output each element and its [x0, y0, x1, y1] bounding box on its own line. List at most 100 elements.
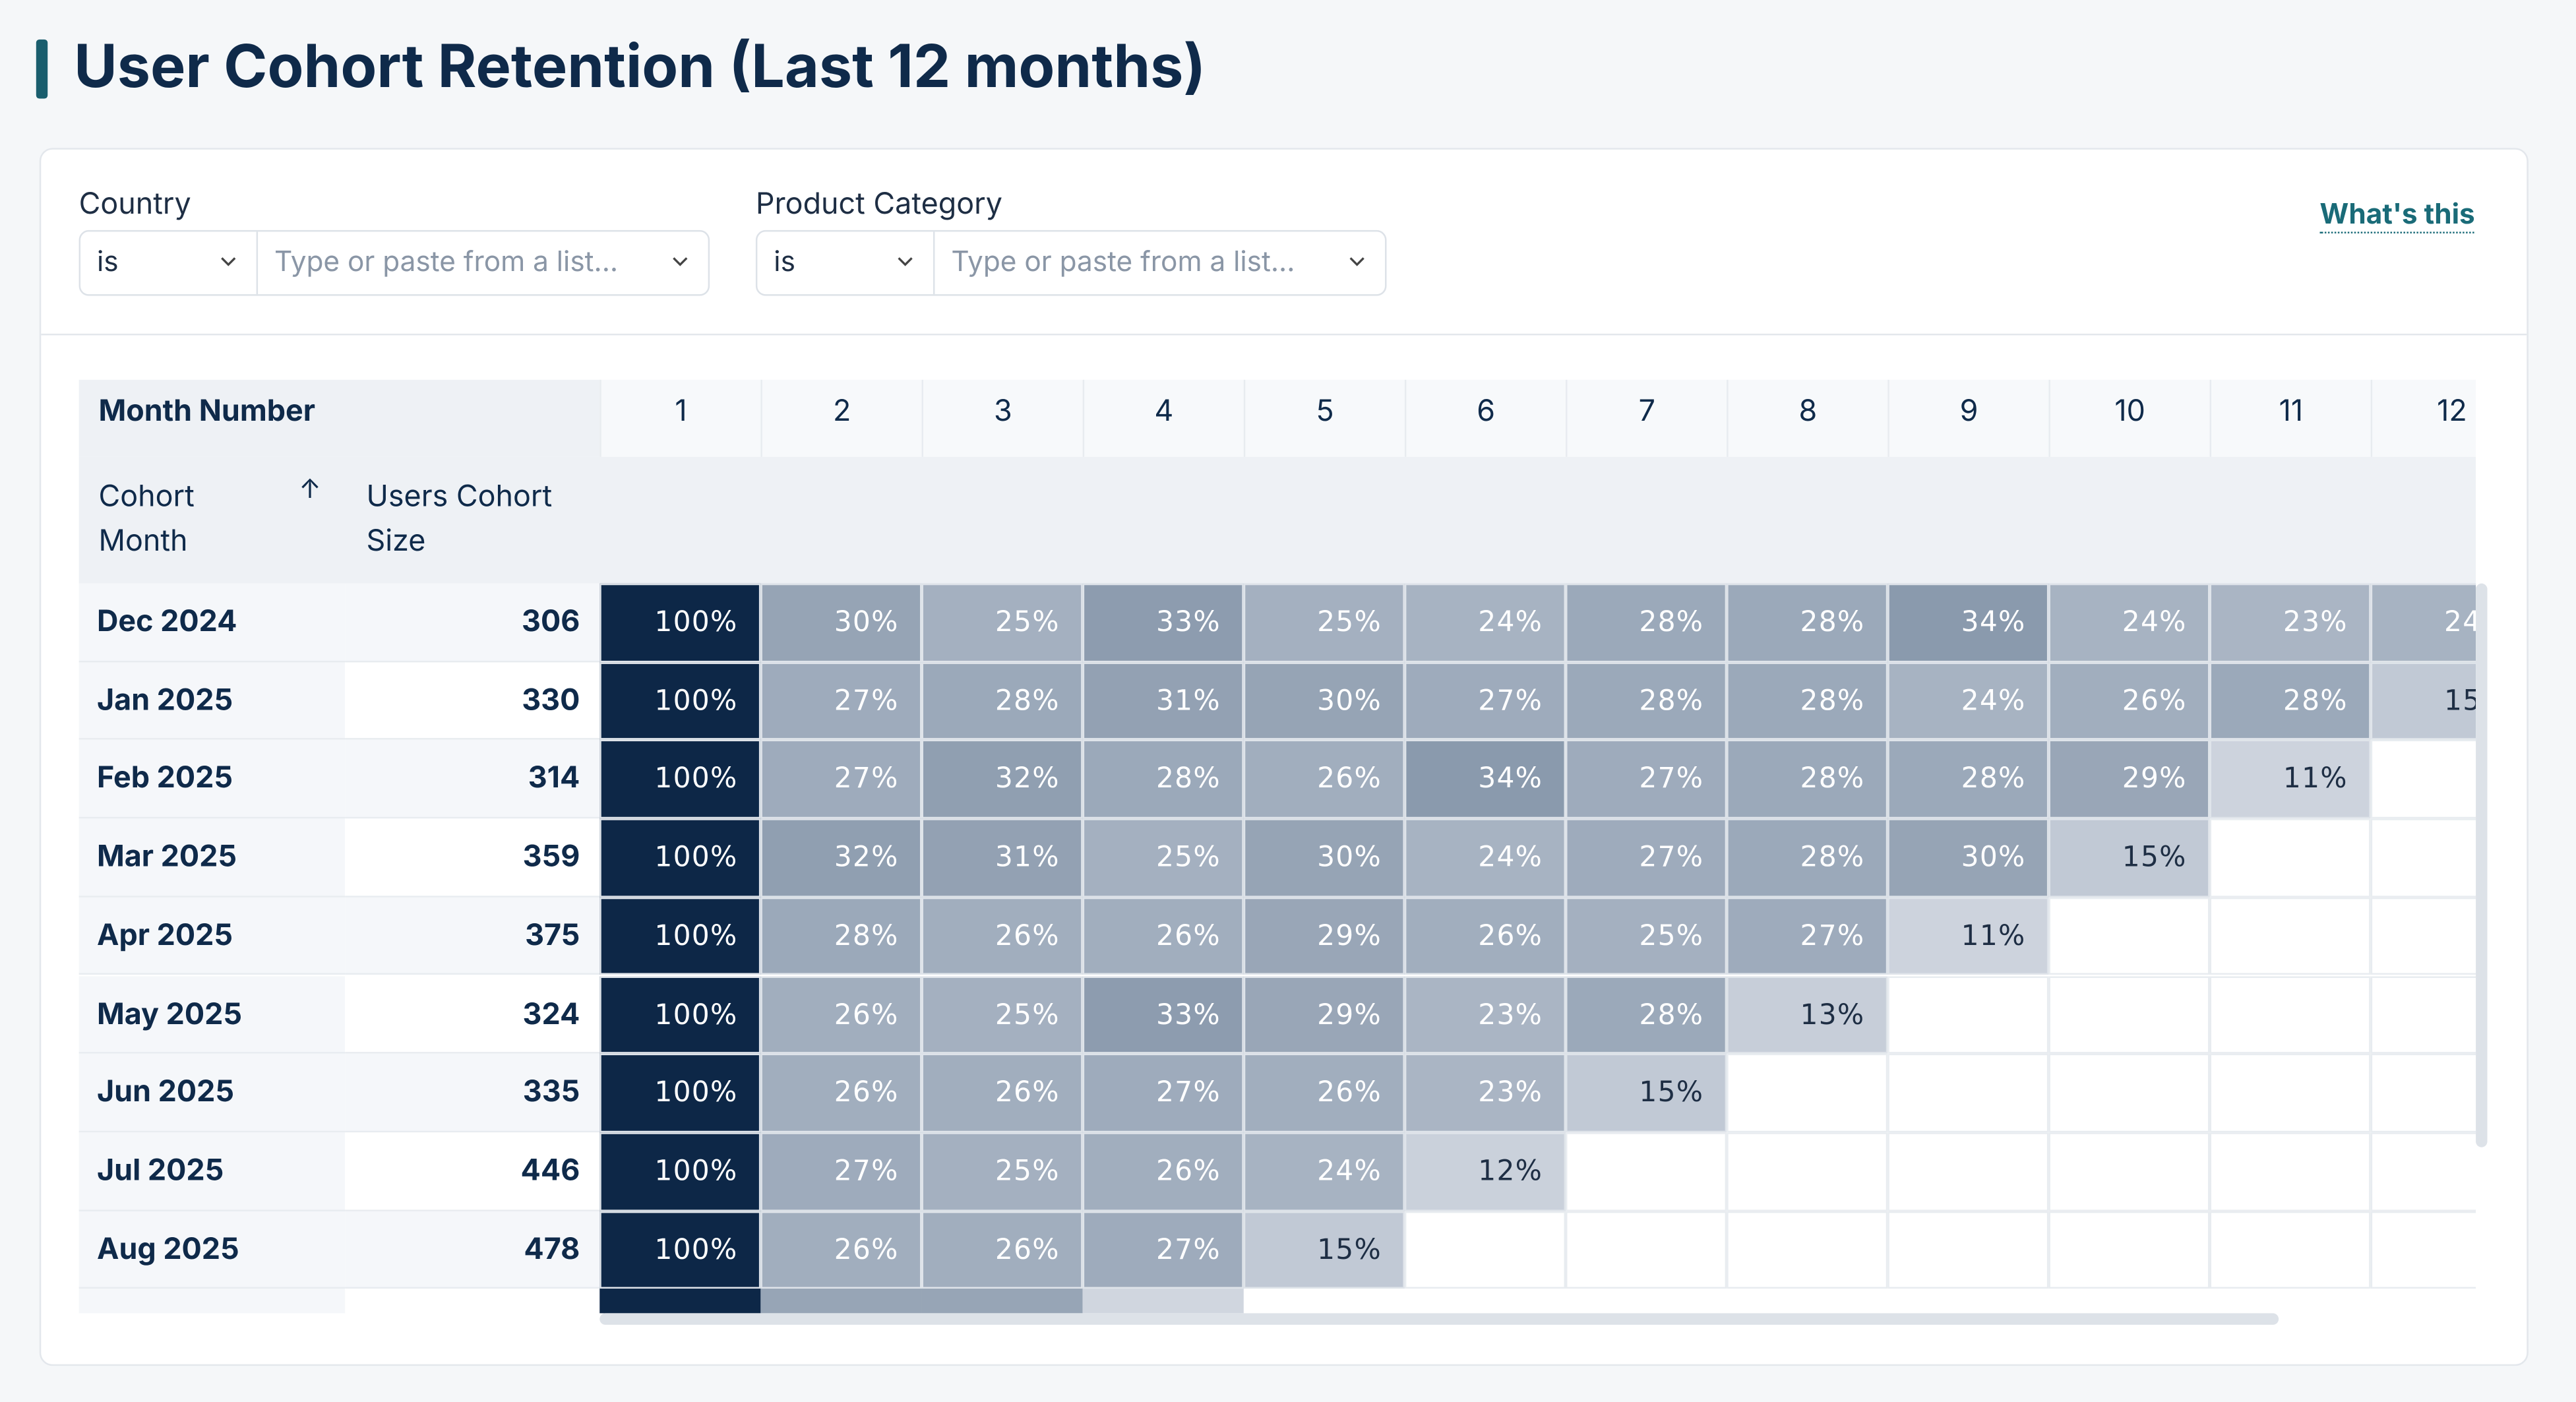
retention-cell: 100% [599, 1210, 761, 1289]
month-header: 7 [1566, 379, 1727, 457]
chevron [221, 257, 236, 266]
divider [41, 333, 2527, 336]
size-cell: 335 [345, 1054, 600, 1132]
value-input[interactable]: Type or paste from a list... [935, 231, 1385, 294]
retention-cell: 100% [599, 1054, 761, 1132]
retention-cell: 24% [2370, 583, 2476, 662]
placeholder: Type or paste from a list... [951, 246, 1295, 280]
retention-cell: 27% [1082, 1210, 1244, 1289]
empty-cell [2048, 1054, 2210, 1132]
retention-cell: 28% [1566, 975, 1727, 1054]
empty-cell [2209, 1132, 2371, 1211]
placeholder: Type or paste from a list... [274, 246, 619, 280]
cohort-cell: Jul 2025 [78, 1132, 346, 1211]
retention-cell: 26% [760, 1210, 922, 1289]
empty-cell [2048, 1132, 2210, 1211]
size-cell: 375 [345, 897, 600, 976]
empty-cell [1887, 1132, 2049, 1211]
cohort-cell: Jan 2025 [78, 661, 346, 741]
empty-cell [2370, 1132, 2476, 1211]
retention-cell: 26% [1404, 897, 1566, 976]
empty-cell [1887, 975, 2049, 1054]
retention-cell: 100% [599, 583, 761, 662]
month-header: 9 [1887, 379, 2049, 457]
month-header: 8 [1727, 379, 1888, 457]
size-cell: 446 [345, 1132, 600, 1211]
header-band [78, 456, 2476, 584]
operator-select[interactable]: is [80, 231, 259, 295]
month-header: 3 [921, 379, 1083, 457]
retention-cell: 27% [1404, 661, 1566, 741]
value-input[interactable]: Type or paste from a list... [258, 231, 708, 294]
chevron [898, 257, 913, 266]
operator-select[interactable]: is [757, 231, 935, 295]
retention-cell: 24% [2048, 583, 2210, 662]
retention-cell: 28% [1082, 740, 1244, 819]
month-header: 11 [2209, 379, 2371, 457]
retention-cell: 27% [1566, 740, 1727, 819]
month-header: 5 [1243, 379, 1405, 457]
size-cell: 359 [345, 818, 600, 898]
operator: is [774, 246, 795, 280]
empty-cell [1727, 1054, 1888, 1132]
v-scrollbar[interactable] [2476, 583, 2488, 1147]
retention-cell: 15% [2048, 818, 2210, 898]
retention-cell: 32% [921, 740, 1083, 819]
retention-cell: 28% [921, 661, 1083, 741]
row-fragment [921, 1289, 1083, 1314]
retention-cell: 27% [1566, 818, 1727, 898]
header-cell: Cohort Month [98, 479, 195, 559]
empty-cell [2370, 818, 2476, 898]
cohort-cell: Mar 2025 [78, 818, 346, 898]
retention-cell: 33% [1082, 975, 1244, 1054]
retention-cell: 31% [921, 818, 1083, 898]
retention-cell: 28% [2209, 661, 2371, 741]
cohort-cell: Dec 2024 [78, 583, 346, 662]
retention-cell: 100% [599, 897, 761, 976]
retention-cell: 100% [599, 1132, 761, 1211]
retention-cell: 26% [760, 1054, 922, 1132]
empty-cell [2209, 897, 2371, 976]
row-fragment [599, 1289, 761, 1314]
retention-cell: 26% [760, 975, 922, 1054]
retention-cell: 30% [1243, 818, 1405, 898]
help-link[interactable]: What's this [2319, 199, 2475, 233]
cohort-table: Month Number 1 2 3 4 5 6 7 8 9 10 11 12 Cohort Month ↑… [78, 379, 2476, 1314]
retention-cell: 12% [1404, 1132, 1566, 1211]
h-scrollbar[interactable] [599, 1313, 2279, 1325]
retention-cell: 27% [760, 1132, 922, 1211]
retention-cell: 13% [1727, 975, 1888, 1054]
retention-cell: 26% [1243, 740, 1405, 819]
retention-cell: 100% [599, 975, 761, 1054]
retention-cell: 28% [1887, 740, 2049, 819]
retention-cell: 25% [921, 1132, 1083, 1211]
retention-cell: 25% [1243, 583, 1405, 662]
retention-cell: 24% [1404, 818, 1566, 898]
empty-cell [1404, 1210, 1566, 1289]
retention-cell: 29% [1243, 975, 1405, 1054]
empty-cell [2370, 1054, 2476, 1132]
retention-cell: 32% [760, 818, 922, 898]
retention-cell: 23% [2209, 583, 2371, 662]
filter-label: Country [78, 187, 191, 222]
chevron [673, 257, 688, 266]
cohort-cell: Feb 2025 [78, 740, 346, 819]
retention-cell: 25% [1082, 818, 1244, 898]
retention-cell: 26% [2048, 661, 2210, 741]
row-fragment [760, 1289, 922, 1314]
retention-cell: 30% [1887, 818, 2049, 898]
filter-box: is Type or paste from a list... [78, 229, 710, 296]
retention-cell: 34% [1887, 583, 2049, 662]
retention-cell: 100% [599, 818, 761, 898]
cohort-cell: Aug 2025 [78, 1210, 346, 1289]
retention-cell: 26% [1082, 1132, 1244, 1211]
filter-box: is Type or paste from a list... [755, 229, 1387, 296]
retention-cell: 28% [1566, 583, 1727, 662]
cohort-cell: May 2025 [78, 975, 346, 1054]
retention-cell: 27% [1727, 897, 1888, 976]
retention-cell: 26% [921, 1054, 1083, 1132]
cohort-cell: Apr 2025 [78, 897, 346, 976]
retention-cell: 34% [1404, 740, 1566, 819]
empty-cell [2209, 1054, 2371, 1132]
